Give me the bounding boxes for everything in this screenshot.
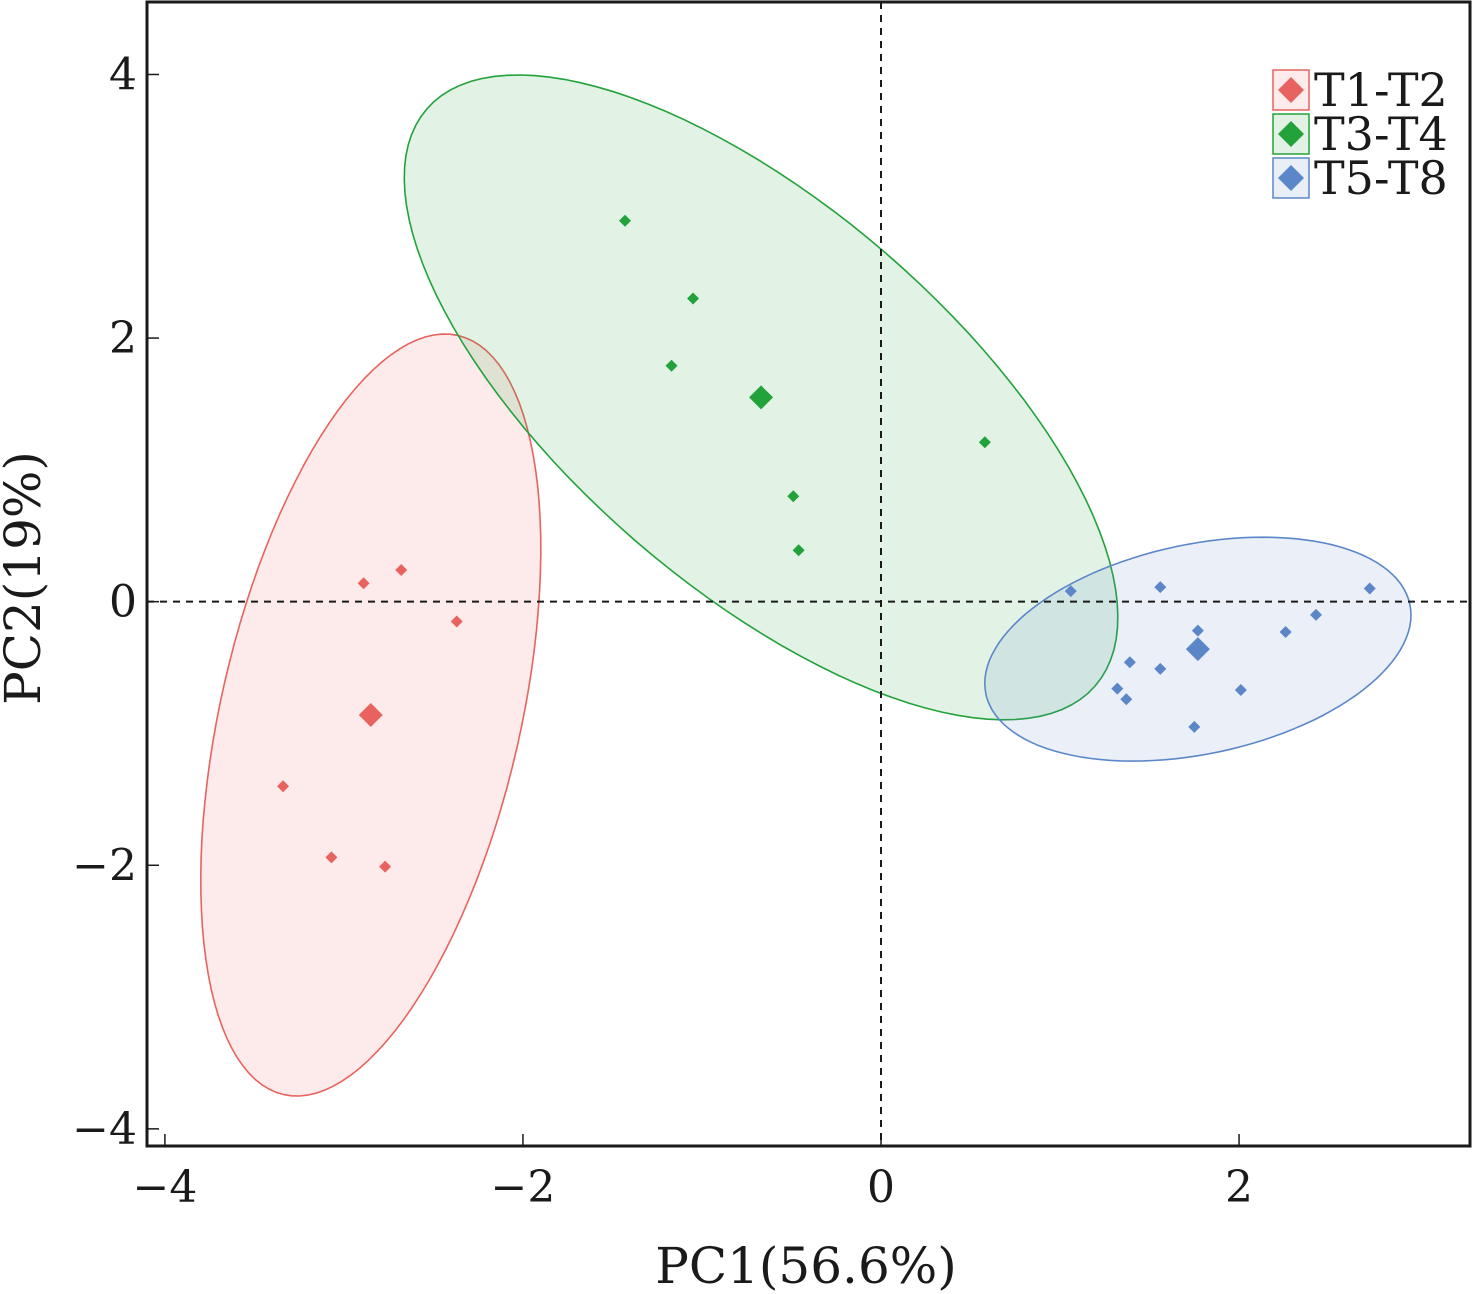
y-tick-label: −2 (72, 840, 137, 891)
data-point (1123, 656, 1136, 669)
centroid-point (358, 703, 383, 728)
data-points (277, 214, 1376, 873)
centroid-point (749, 385, 774, 410)
data-point (325, 851, 338, 864)
data-point (1111, 682, 1124, 695)
legend-item-t5-t8: T5-T8 (1272, 151, 1448, 205)
data-point (1120, 693, 1133, 706)
legend-item-t1-t2: T1-T2 (1272, 63, 1448, 117)
data-point (1234, 683, 1247, 696)
data-point (277, 780, 290, 793)
legend-label: T5-T8 (1314, 151, 1448, 205)
data-point (792, 544, 805, 557)
data-point (687, 292, 700, 305)
data-point (618, 214, 631, 227)
data-point (1188, 720, 1201, 733)
y-tick-label: −4 (72, 1104, 137, 1155)
legend-diamond-icon (1278, 121, 1304, 147)
data-point (357, 577, 370, 590)
legend-label: T1-T2 (1314, 63, 1448, 117)
data-point (1154, 662, 1167, 675)
data-point (395, 564, 408, 577)
data-point (665, 359, 678, 372)
legend-label: T3-T4 (1314, 107, 1448, 161)
data-point (1363, 582, 1376, 595)
data-point (1191, 624, 1204, 637)
legend-diamond-icon (1278, 77, 1304, 103)
confidence-ellipses (199, 74, 1412, 1097)
legend-item-t3-t4: T3-T4 (1272, 107, 1448, 161)
y-tick-label: 4 (109, 49, 137, 100)
x-tick-label: −2 (491, 1162, 556, 1213)
y-axis-title: PC2(19%) (0, 451, 52, 705)
y-axis-ticks: −4 −2 0 2 4 (72, 49, 159, 1155)
x-axis-title: PC1(56.6%) (655, 1237, 957, 1294)
x-axis-ticks: −4 −2 0 2 (132, 1134, 1253, 1213)
data-point (450, 615, 463, 628)
x-tick-label: 0 (867, 1162, 895, 1213)
data-point (1154, 581, 1167, 594)
data-point (1279, 625, 1292, 638)
data-point (787, 490, 800, 503)
centroid-point (1185, 637, 1210, 662)
data-point (1064, 585, 1077, 598)
y-tick-label: 0 (109, 577, 137, 628)
y-tick-label: 2 (109, 313, 137, 364)
legend-diamond-icon (1278, 165, 1304, 191)
plot-frame (145, 0, 1472, 1148)
x-tick-label: 2 (1225, 1162, 1253, 1213)
x-tick-label: −4 (132, 1162, 197, 1213)
data-point (1310, 608, 1323, 621)
reference-lines (147, 2, 1470, 1146)
data-point (379, 860, 392, 873)
data-point (978, 436, 991, 449)
